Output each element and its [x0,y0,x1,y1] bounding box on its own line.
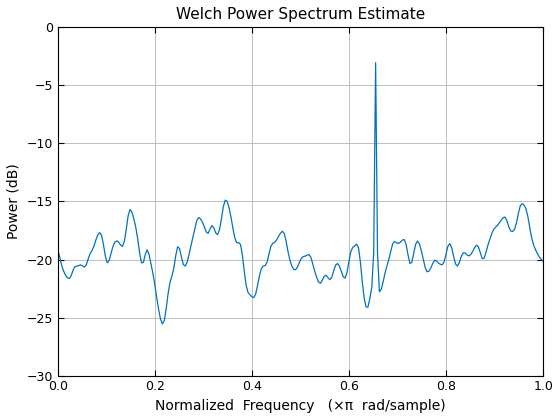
X-axis label: Normalized  Frequency   (×π  rad/sample): Normalized Frequency (×π rad/sample) [155,399,446,413]
Y-axis label: Power (dB): Power (dB) [7,163,21,239]
Title: Welch Power Spectrum Estimate: Welch Power Spectrum Estimate [176,7,425,22]
